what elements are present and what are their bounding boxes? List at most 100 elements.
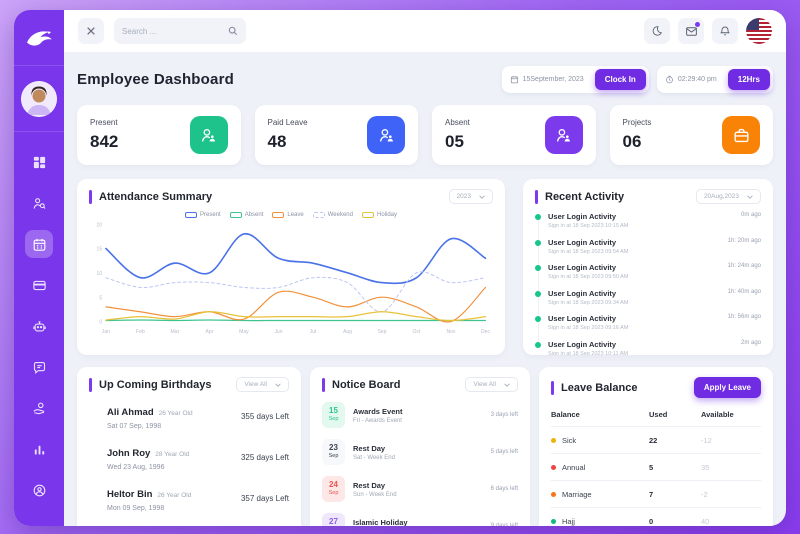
status-dot (535, 341, 541, 348)
notifications-button[interactable] (712, 18, 738, 44)
legend-item: Holiday (361, 212, 397, 218)
sidebar-item-reports[interactable] (25, 435, 53, 463)
stat-card-paid-leave[interactable]: Paid Leave 48 (254, 105, 418, 165)
activity-item[interactable]: User Login Activity Sign in at 18 Sep 202… (535, 238, 761, 255)
language-flag-button[interactable] (746, 18, 772, 44)
birthday-item[interactable]: John Roy 28 Year Old Wed 23 Aug, 1996 325 d… (107, 448, 289, 471)
sidebar-avatar-box (14, 66, 64, 132)
svg-text:Jun: Jun (274, 329, 282, 335)
card-icon (32, 280, 46, 290)
activity-date-select[interactable]: 20Aug,2023 (695, 189, 761, 204)
category-dot (551, 518, 556, 524)
svg-text:Mar: Mar (171, 329, 180, 335)
sidebar-item-profile[interactable] (25, 476, 53, 504)
bird-logo-icon (27, 30, 52, 46)
sidebar-item-employee-search[interactable] (25, 189, 53, 217)
stat-value: 05 (445, 132, 464, 151)
notice-item[interactable]: 24 Sep Rest Day Sun - Week End 6 days left (322, 476, 518, 502)
accent-bar (89, 189, 92, 204)
svg-text:10: 10 (97, 271, 103, 277)
notice-item[interactable]: 15 Sep Awards Event Fri - Awards Event 3 d… (322, 402, 518, 428)
svg-text:Aug: Aug (343, 329, 352, 335)
leave-row[interactable]: Sick 22 -12 (551, 426, 761, 453)
svg-text:Oct: Oct (413, 329, 421, 335)
sidebar-nav (25, 132, 53, 504)
leave-balance-card: Leave Balance Apply Leave Balance Used A… (539, 367, 773, 526)
date-badge: 24 Sep (322, 476, 345, 502)
birthday-item[interactable]: Heltor Bin 26 Year Old Mon 09 Sep, 1998 357… (107, 489, 289, 512)
chevron-down-icon (275, 382, 281, 387)
svg-text:Dec: Dec (481, 329, 490, 335)
legend-item: Present (185, 212, 221, 218)
activity-item[interactable]: User Login Activity Sign in at 18 Sep 202… (535, 212, 761, 229)
hand-money-icon (32, 402, 44, 414)
notice-item[interactable]: 27Sep Islamic HolidayWed - Rabi' al-Awwa… (322, 513, 518, 526)
chevron-down-icon (504, 382, 510, 387)
legend-item: Leave (272, 212, 304, 218)
close-button[interactable] (78, 18, 104, 44)
mail-icon (685, 26, 697, 36)
status-dot (535, 239, 541, 246)
page-title: Employee Dashboard (77, 71, 234, 88)
calendar-icon (33, 238, 45, 251)
hours-button[interactable]: 12Hrs (727, 69, 770, 90)
leave-row[interactable]: Hajj 0 40 (551, 507, 761, 526)
stat-card-present[interactable]: Present 842 (77, 105, 241, 165)
current-time: 02:29:40 pm (660, 75, 722, 84)
sidebar-item-dashboard[interactable] (25, 148, 53, 176)
current-date: 15September, 2023 (505, 75, 589, 84)
svg-text:0: 0 (99, 319, 102, 325)
stat-value: 842 (90, 132, 119, 151)
us-flag-icon (746, 18, 772, 44)
activity-item[interactable]: User Login Activity Sign in at 18 Sep 202… (535, 314, 761, 331)
apply-leave-button[interactable]: Apply Leave (693, 377, 761, 398)
stat-card-absent[interactable]: Absent 05 (432, 105, 596, 165)
year-select[interactable]: 2023 (448, 189, 493, 204)
stat-label: Paid Leave (267, 118, 308, 127)
accent-bar (89, 377, 92, 392)
search-input[interactable] (122, 26, 222, 36)
notice-view-all[interactable]: View All (465, 377, 518, 392)
date-badge: 15 Sep (322, 402, 345, 428)
birthdays-list: Ali Ahmad 26 Year Old Sat 07 Sep, 1998 355 … (89, 402, 289, 512)
legend-swatch (185, 212, 197, 218)
sidebar-item-messages[interactable] (25, 353, 53, 381)
svg-text:Jul: Jul (310, 329, 316, 335)
activity-item[interactable]: User Login Activity Sign in at 18 Sep 202… (535, 340, 761, 355)
bottom-row: Up Coming Birthdays View All Ali Ahmad 26… (77, 367, 773, 526)
activity-item[interactable]: User Login Activity Sign in at 18 Sep 202… (535, 263, 761, 280)
svg-text:Nov: Nov (446, 329, 455, 335)
legend-swatch (229, 212, 242, 218)
recent-activity-card: Recent Activity 20Aug,2023 User Login Ac… (523, 179, 773, 355)
attendance-title: Attendance Summary (99, 190, 213, 203)
birthday-item[interactable]: Ali Ahmad 26 Year Old Sat 07 Sep, 1998 355 … (107, 407, 289, 430)
clock-in-button[interactable]: Clock In (594, 69, 646, 90)
notice-item[interactable]: 23 Sep Rest Day Sat - Week End 5 days left (322, 439, 518, 465)
middle-row: Attendance Summary 2023 Present Absent Lea… (77, 179, 773, 355)
stat-card-projects[interactable]: Projects 06 (609, 105, 773, 165)
recent-activity-title: Recent Activity (545, 190, 625, 203)
leave-row[interactable]: Marriage 7 -2 (551, 480, 761, 507)
avatar-image-icon (21, 80, 57, 117)
svg-text:20: 20 (97, 222, 103, 228)
mail-button[interactable] (678, 18, 704, 44)
sidebar-item-bot[interactable] (25, 312, 53, 340)
dark-mode-button[interactable] (644, 18, 670, 44)
stat-value: 48 (267, 132, 287, 151)
bot-icon (32, 320, 46, 331)
notice-board-card: Notice Board View All 15 Sep Awards Event… (310, 367, 530, 526)
leave-table-header: Balance Used Available (551, 410, 734, 419)
avatar[interactable] (21, 80, 57, 117)
search-icon[interactable] (228, 26, 238, 36)
date-clockin-group: 15September, 2023 Clock In (501, 66, 649, 93)
legend-item: Absent (229, 212, 263, 218)
svg-text:5: 5 (99, 295, 102, 301)
legend-swatch (312, 212, 325, 218)
sidebar-item-cards[interactable] (25, 271, 53, 299)
activity-item[interactable]: User Login Activity Sign in at 18 Sep 202… (535, 289, 761, 306)
birthdays-view-all[interactable]: View All (236, 377, 289, 392)
sidebar-item-attendance-calendar[interactable] (25, 230, 53, 258)
sidebar-item-payroll[interactable] (25, 394, 53, 422)
brand-logo[interactable] (14, 10, 64, 66)
leave-row[interactable]: Annual 5 35 (551, 453, 761, 480)
